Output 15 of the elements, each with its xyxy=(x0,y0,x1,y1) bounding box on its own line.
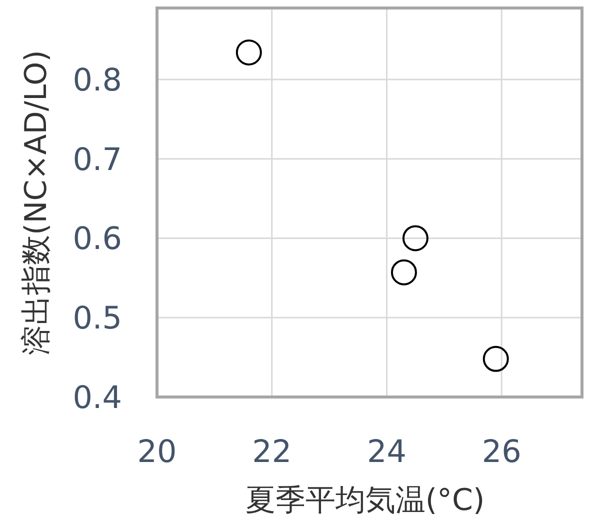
x-axis-title: 夏季平均気温(°C) xyxy=(245,483,485,518)
y-axis-title: 溶出指数(NC×AD/LO) xyxy=(19,50,54,355)
y-tick-label: 0.7 xyxy=(72,142,122,178)
x-tick-label: 22 xyxy=(252,434,292,470)
x-tick-label: 26 xyxy=(482,434,522,470)
point xyxy=(236,39,262,66)
x-tick-label: 24 xyxy=(367,434,406,470)
y-tick-label: 0.8 xyxy=(72,62,122,98)
x-tick-label: 20 xyxy=(137,434,177,470)
point xyxy=(390,259,417,286)
y-tick-label: 0.6 xyxy=(72,221,122,258)
point xyxy=(482,346,509,372)
y-tick-label: 0.4 xyxy=(72,380,122,416)
y-tick-label: 0.5 xyxy=(72,300,122,337)
point xyxy=(402,225,428,252)
